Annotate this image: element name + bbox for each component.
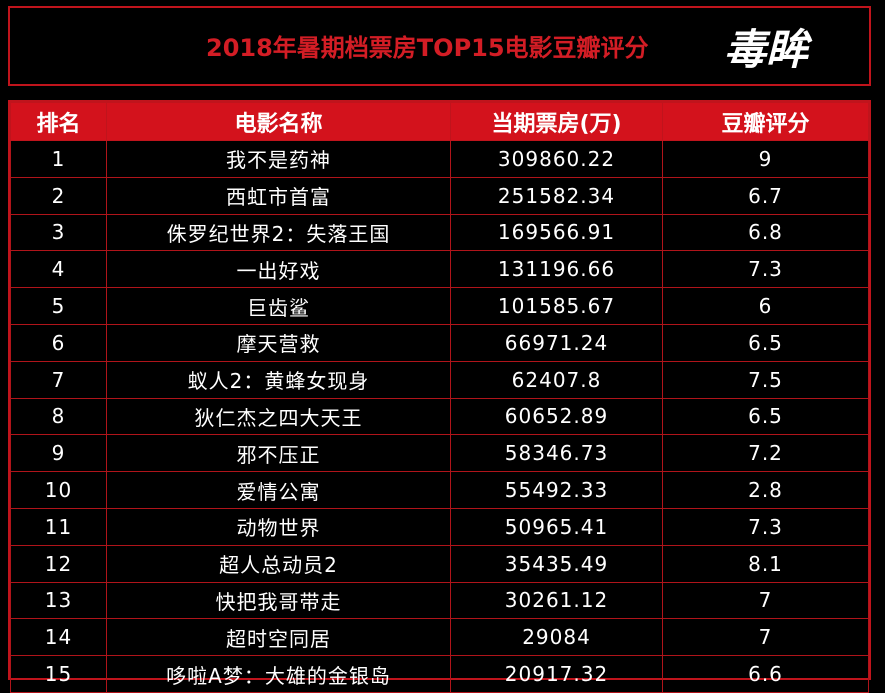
rank-cell: 11 bbox=[10, 507, 107, 546]
box-office-cell: 309860.22 bbox=[450, 140, 663, 178]
douban-score-cell: 7 bbox=[662, 618, 869, 657]
ranking-table-container: 排名 电影名称 当期票房(万) 豆瓣评分 1 我不是药神 309860.22 9 2 西虹… bbox=[8, 100, 871, 693]
table-body: 1 我不是药神 309860.22 9 2 西虹市首富 251582.34 6.7 3 侏罗纪世界… bbox=[10, 140, 869, 693]
rank-cell: 3 bbox=[10, 213, 107, 252]
box-office-cell: 55492.33 bbox=[450, 471, 663, 509]
movie-name-cell: 超时空同居 bbox=[106, 618, 451, 657]
movie-name-cell: 邪不压正 bbox=[106, 434, 451, 473]
rank-cell: 6 bbox=[10, 323, 107, 362]
movie-name-cell: 狄仁杰之四大天王 bbox=[106, 397, 451, 436]
box-office-cell: 35435.49 bbox=[450, 544, 663, 583]
rank-cell: 15 bbox=[10, 655, 107, 693]
table-row: 1 我不是药神 309860.22 9 bbox=[10, 140, 869, 178]
box-office-cell: 131196.66 bbox=[450, 250, 663, 289]
douban-score-cell: 6.7 bbox=[662, 176, 869, 215]
douban-score-cell: 6.5 bbox=[662, 397, 869, 436]
rank-cell: 1 bbox=[10, 140, 107, 178]
box-office-cell: 20917.32 bbox=[450, 655, 663, 693]
douban-score-cell: 6.5 bbox=[662, 323, 869, 362]
table-row: 13 快把我哥带走 30261.12 7 bbox=[10, 581, 869, 620]
rank-cell: 14 bbox=[10, 618, 107, 657]
box-office-cell: 60652.89 bbox=[450, 397, 663, 436]
title-banner: 2018年暑期档票房TOP15电影豆瓣评分 毒眸 bbox=[8, 6, 871, 86]
rank-cell: 12 bbox=[10, 544, 107, 583]
movie-name-cell: 动物世界 bbox=[106, 507, 451, 546]
column-header-rank: 排名 bbox=[10, 102, 107, 141]
box-office-cell: 251582.34 bbox=[450, 176, 663, 215]
douban-score-cell: 6.6 bbox=[662, 655, 869, 693]
table-row: 9 邪不压正 58346.73 7.2 bbox=[10, 434, 869, 473]
douban-score-cell: 7.5 bbox=[662, 360, 869, 399]
column-header-douban-score: 豆瓣评分 bbox=[662, 102, 869, 141]
table-row: 4 一出好戏 131196.66 7.3 bbox=[10, 250, 869, 289]
box-office-cell: 66971.24 bbox=[450, 323, 663, 362]
table-row: 5 巨齿鲨 101585.67 6 bbox=[10, 287, 869, 325]
rank-cell: 9 bbox=[10, 434, 107, 473]
douban-score-cell: 6.8 bbox=[662, 213, 869, 252]
box-office-cell: 101585.67 bbox=[450, 287, 663, 325]
douban-score-cell: 7.3 bbox=[662, 507, 869, 546]
box-office-cell: 58346.73 bbox=[450, 434, 663, 473]
table-header-row: 排名 电影名称 当期票房(万) 豆瓣评分 bbox=[10, 102, 869, 141]
douban-score-cell: 6 bbox=[662, 287, 869, 325]
douban-score-cell: 8.1 bbox=[662, 544, 869, 583]
rank-cell: 7 bbox=[10, 360, 107, 399]
rank-cell: 2 bbox=[10, 176, 107, 215]
movie-name-cell: 侏罗纪世界2：失落王国 bbox=[106, 213, 451, 252]
ranking-table: 排名 电影名称 当期票房(万) 豆瓣评分 1 我不是药神 309860.22 9 2 西虹… bbox=[10, 102, 869, 693]
logo-text: 毒眸 bbox=[724, 25, 813, 74]
movie-name-cell: 爱情公寓 bbox=[106, 471, 451, 509]
table-row: 2 西虹市首富 251582.34 6.7 bbox=[10, 176, 869, 215]
column-header-box-office: 当期票房(万) bbox=[450, 102, 663, 141]
douban-score-cell: 7.2 bbox=[662, 434, 869, 473]
box-office-cell: 29084 bbox=[450, 618, 663, 657]
table-row: 11 动物世界 50965.41 7.3 bbox=[10, 507, 869, 546]
column-header-movie-name: 电影名称 bbox=[106, 102, 451, 141]
rank-cell: 5 bbox=[10, 287, 107, 325]
movie-name-cell: 超人总动员2 bbox=[106, 544, 451, 583]
douban-score-cell: 7.3 bbox=[662, 250, 869, 289]
box-office-cell: 30261.12 bbox=[450, 581, 663, 620]
table-row: 12 超人总动员2 35435.49 8.1 bbox=[10, 544, 869, 583]
douban-score-cell: 7 bbox=[662, 581, 869, 620]
box-office-cell: 169566.91 bbox=[450, 213, 663, 252]
table-row: 14 超时空同居 29084 7 bbox=[10, 618, 869, 657]
douban-score-cell: 9 bbox=[662, 140, 869, 178]
chart-title: 2018年暑期档票房TOP15电影豆瓣评分 bbox=[206, 34, 649, 62]
rank-cell: 10 bbox=[10, 471, 107, 509]
rank-cell: 13 bbox=[10, 581, 107, 620]
rank-cell: 4 bbox=[10, 250, 107, 289]
movie-name-cell: 巨齿鲨 bbox=[106, 287, 451, 325]
table-row: 8 狄仁杰之四大天王 60652.89 6.5 bbox=[10, 397, 869, 436]
box-office-cell: 62407.8 bbox=[450, 360, 663, 399]
table-row: 15 哆啦A梦：大雄的金银岛 20917.32 6.6 bbox=[10, 655, 869, 693]
movie-name-cell: 摩天营救 bbox=[106, 323, 451, 362]
movie-name-cell: 西虹市首富 bbox=[106, 176, 451, 215]
rank-cell: 8 bbox=[10, 397, 107, 436]
movie-name-cell: 一出好戏 bbox=[106, 250, 451, 289]
table-row: 10 爱情公寓 55492.33 2.8 bbox=[10, 471, 869, 509]
table-row: 3 侏罗纪世界2：失落王国 169566.91 6.8 bbox=[10, 213, 869, 252]
table-row: 7 蚁人2：黄蜂女现身 62407.8 7.5 bbox=[10, 360, 869, 399]
movie-name-cell: 我不是药神 bbox=[106, 140, 451, 178]
movie-name-cell: 快把我哥带走 bbox=[106, 581, 451, 620]
movie-name-cell: 蚁人2：黄蜂女现身 bbox=[106, 360, 451, 399]
table-row: 6 摩天营救 66971.24 6.5 bbox=[10, 323, 869, 362]
movie-name-cell: 哆啦A梦：大雄的金银岛 bbox=[106, 655, 451, 693]
brand-logo: 毒眸 bbox=[724, 25, 813, 74]
douban-score-cell: 2.8 bbox=[662, 471, 869, 509]
box-office-cell: 50965.41 bbox=[450, 507, 663, 546]
